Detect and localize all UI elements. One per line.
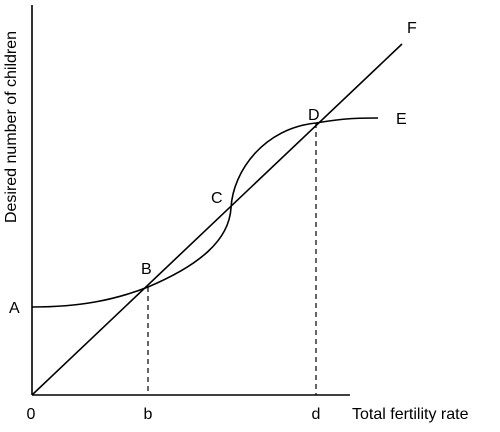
y-axis-label: Desired number of children <box>3 31 20 223</box>
origin-label: 0 <box>27 406 36 423</box>
point-label-b: B <box>141 261 152 278</box>
line-0f <box>31 43 403 396</box>
curve-label-a: A <box>9 300 20 317</box>
curve-label-f: F <box>407 20 417 37</box>
point-label-c: C <box>211 190 223 207</box>
tick-label-d: d <box>312 406 321 423</box>
point-label-d: D <box>308 107 320 124</box>
curve-label-e: E <box>396 111 407 128</box>
curve-ae <box>31 117 379 308</box>
x-axis-label: Total fertility rate <box>352 406 469 423</box>
tick-label-b: b <box>144 406 153 423</box>
